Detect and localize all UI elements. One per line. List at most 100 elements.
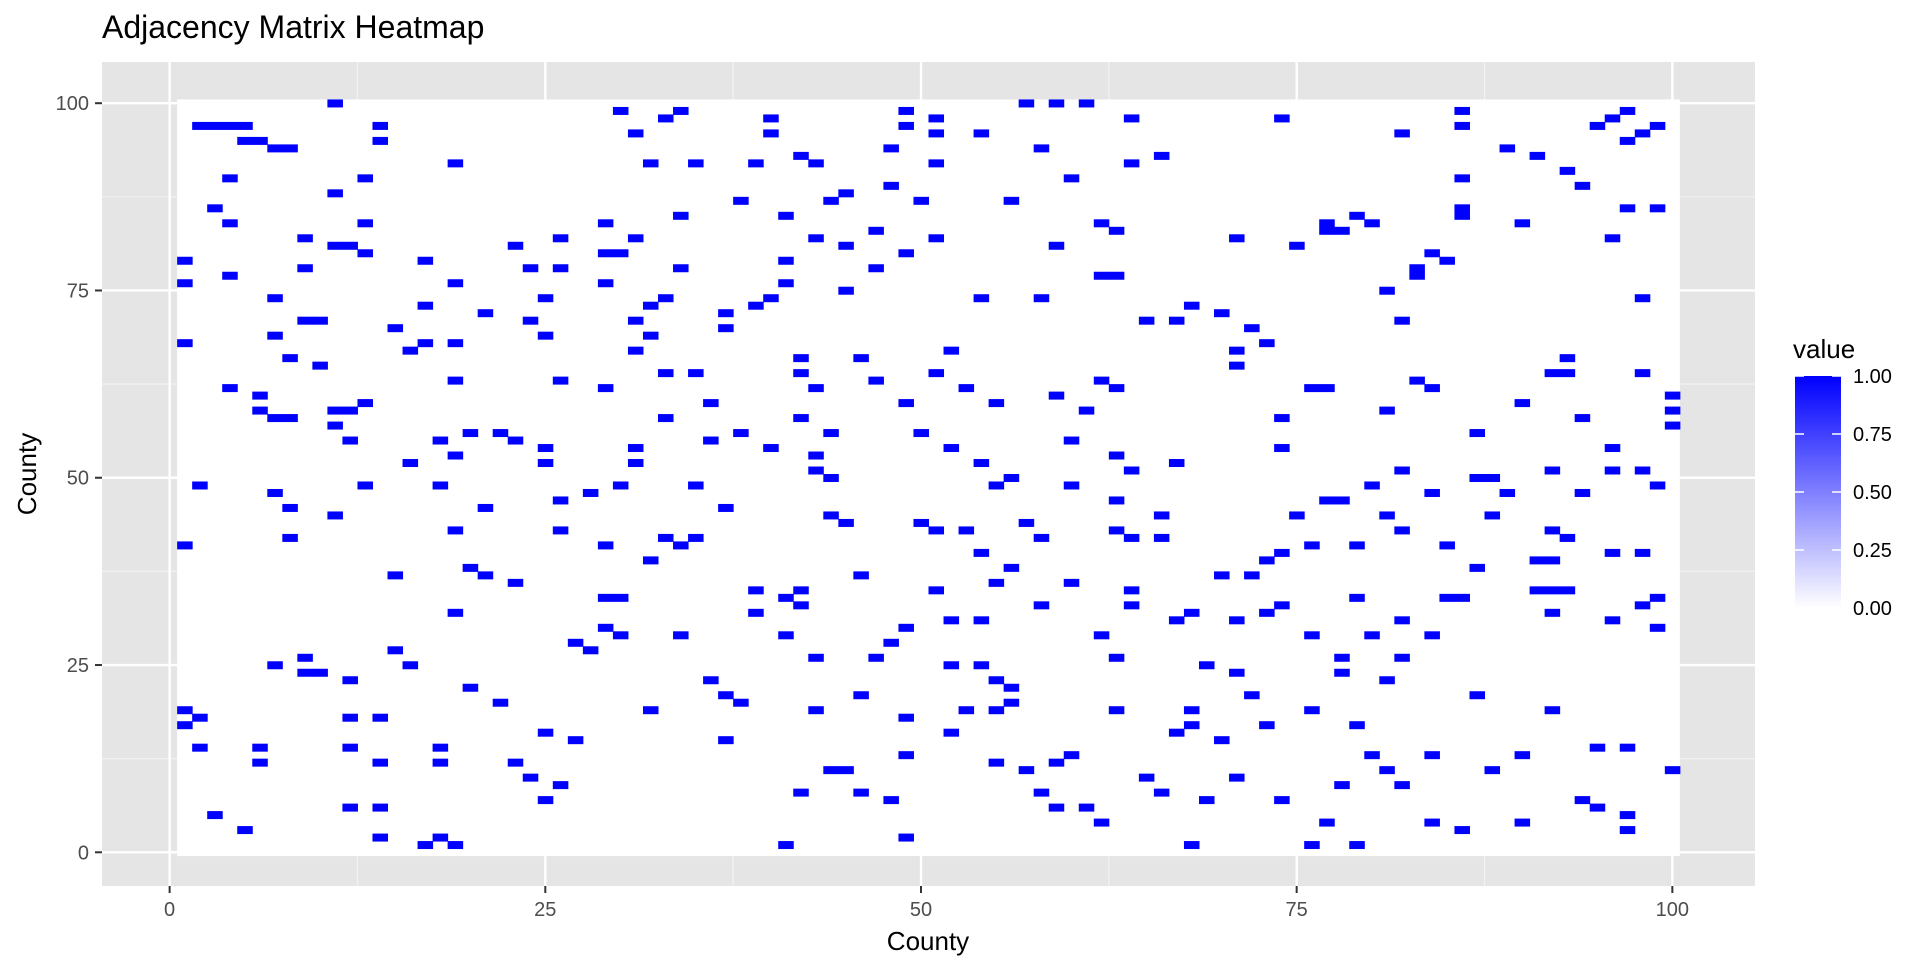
heatmap-cell — [1229, 234, 1245, 243]
heatmap-cell — [1319, 384, 1335, 393]
y-axis-title: County — [12, 433, 42, 515]
heatmap-cell — [838, 518, 854, 527]
heatmap-cell — [763, 444, 779, 453]
heatmap-cell — [537, 796, 554, 805]
heatmap-cell — [1604, 114, 1621, 123]
heatmap-cell — [733, 196, 749, 205]
heatmap-cell — [1153, 788, 1170, 797]
heatmap-cell — [522, 773, 539, 782]
heatmap-cell — [898, 751, 914, 760]
heatmap-cell — [1454, 211, 1470, 220]
heatmap-cell — [432, 833, 449, 842]
heatmap-cell — [1033, 294, 1050, 303]
heatmap-cell — [898, 623, 914, 632]
heatmap-cell — [1123, 466, 1140, 475]
heatmap-cell — [1619, 106, 1636, 115]
heatmap-cell — [447, 526, 464, 535]
heatmap-cell — [808, 451, 824, 460]
heatmap-cell — [1138, 773, 1155, 782]
heatmap-cell — [1319, 226, 1335, 235]
heatmap-cell — [1274, 548, 1290, 557]
heatmap-cell — [1484, 511, 1501, 520]
heatmap-cell — [943, 444, 960, 453]
heatmap-cell — [642, 301, 659, 310]
heatmap-cell — [1183, 721, 1200, 730]
heatmap-cell — [1123, 159, 1140, 168]
heatmap-cell — [1198, 796, 1215, 805]
heatmap-cell — [718, 324, 734, 333]
heatmap-cell — [883, 181, 899, 190]
heatmap-cell — [552, 376, 569, 385]
heatmap-cell — [1003, 563, 1020, 572]
heatmap-cell — [988, 676, 1005, 685]
heatmap-cell — [432, 743, 449, 752]
heatmap-cell — [1108, 706, 1125, 715]
heatmap-cell — [597, 219, 614, 228]
heatmap-cell — [913, 518, 929, 527]
heatmap-cell — [627, 316, 644, 325]
heatmap-cell — [1559, 586, 1576, 595]
heatmap-cell — [1514, 818, 1531, 827]
heatmap-cell — [1394, 781, 1410, 790]
heatmap-cell — [1559, 166, 1576, 175]
heatmap-cell — [1349, 541, 1365, 550]
heatmap-cell — [1634, 129, 1651, 138]
x-tick-label: 75 — [1286, 899, 1308, 921]
heatmap-cell — [1664, 406, 1681, 415]
heatmap-cell — [1108, 226, 1125, 235]
heatmap-cell — [372, 833, 389, 842]
heatmap-cell — [1454, 593, 1470, 602]
heatmap-cell — [342, 676, 358, 685]
heatmap-cell — [207, 121, 223, 130]
heatmap-cell — [1559, 533, 1576, 542]
heatmap-cell — [192, 713, 208, 722]
heatmap-cell — [928, 369, 945, 378]
heatmap-cell — [507, 436, 524, 445]
heatmap-cell — [1003, 683, 1020, 692]
heatmap-cell — [973, 129, 990, 138]
heatmap-cell — [853, 354, 869, 363]
heatmap-cell — [853, 788, 869, 797]
heatmap-cell — [1003, 474, 1020, 482]
heatmap-cell — [507, 578, 524, 587]
legend-tick-label: 1.00 — [1853, 366, 1892, 388]
heatmap-cell — [1033, 144, 1050, 153]
heatmap-cell — [913, 196, 929, 205]
heatmap-cell — [1469, 691, 1486, 700]
heatmap-cell — [1574, 488, 1591, 497]
heatmap-cell — [1123, 601, 1140, 610]
heatmap-cell — [1619, 811, 1636, 820]
heatmap-cell — [1364, 631, 1380, 640]
heatmap-cell — [973, 616, 990, 625]
heatmap-cell — [778, 841, 794, 850]
heatmap-cell — [748, 301, 764, 310]
heatmap-cell — [567, 736, 584, 745]
heatmap-cell — [387, 324, 404, 333]
heatmap-cell — [1394, 129, 1410, 138]
heatmap-cell — [1138, 316, 1155, 325]
heatmap-cell — [267, 144, 283, 153]
heatmap-cell — [688, 369, 704, 378]
heatmap-cell — [1544, 526, 1561, 535]
heatmap-cell — [1619, 204, 1636, 213]
heatmap-cell — [1033, 601, 1050, 610]
heatmap-cell — [1319, 496, 1335, 505]
heatmap-cell — [1349, 211, 1365, 220]
heatmap-cell — [522, 264, 539, 273]
heatmap-cell — [1259, 556, 1275, 565]
heatmap-cell — [1048, 803, 1065, 812]
heatmap-cell — [1394, 526, 1410, 535]
heatmap-cell — [1469, 563, 1486, 572]
heatmap-cell — [1078, 406, 1095, 415]
heatmap-cell — [973, 661, 990, 670]
heatmap-cell — [958, 384, 975, 393]
heatmap-cell — [432, 758, 449, 767]
heatmap-cell — [1649, 204, 1666, 213]
heatmap-cell — [1319, 219, 1335, 228]
heatmap-cell — [1108, 384, 1125, 393]
heatmap-cell — [793, 414, 809, 423]
heatmap-cell — [1093, 271, 1110, 280]
heatmap-cell — [612, 593, 629, 602]
heatmap-cell — [642, 331, 659, 340]
heatmap-cell — [462, 429, 479, 438]
